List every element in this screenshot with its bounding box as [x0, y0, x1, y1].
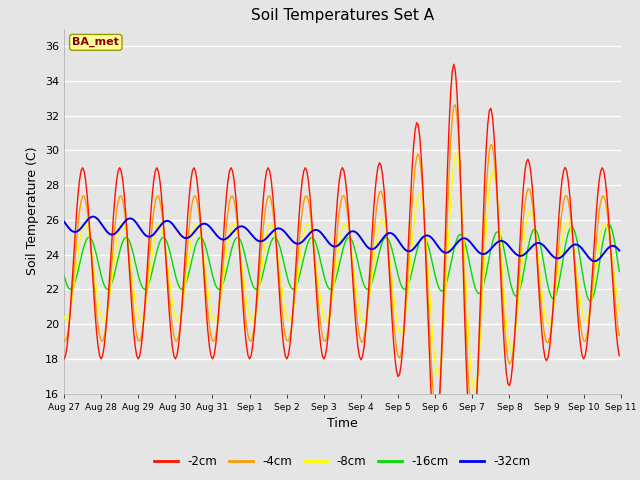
Title: Soil Temperatures Set A: Soil Temperatures Set A — [251, 9, 434, 24]
Legend: -2cm, -4cm, -8cm, -16cm, -32cm: -2cm, -4cm, -8cm, -16cm, -32cm — [150, 451, 535, 473]
X-axis label: Time: Time — [327, 417, 358, 430]
Text: BA_met: BA_met — [72, 37, 119, 48]
Y-axis label: Soil Temperature (C): Soil Temperature (C) — [26, 147, 39, 276]
